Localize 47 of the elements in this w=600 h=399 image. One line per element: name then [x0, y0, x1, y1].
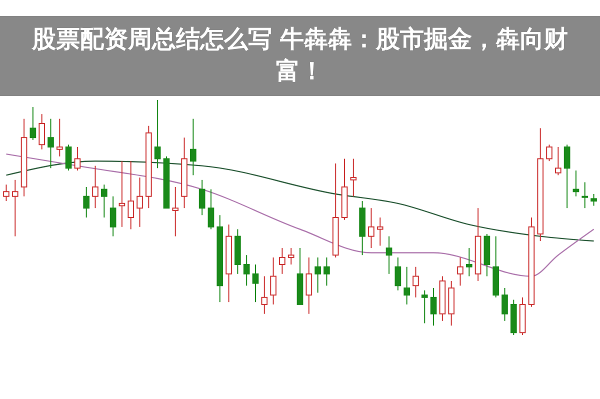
candlestick: [582, 182, 588, 209]
candlestick: [30, 106, 36, 140]
candlestick: [110, 196, 116, 237]
candlestick: [100, 184, 108, 218]
candlestick: [394, 256, 402, 291]
candlestick: [261, 276, 268, 314]
candlestick: [172, 186, 179, 237]
candlestick: [48, 118, 54, 169]
candlestick: [74, 146, 81, 171]
candlestick: [3, 184, 10, 202]
candlestick: [564, 144, 570, 209]
candlestick: [243, 254, 250, 286]
candlestick: [38, 114, 46, 150]
candlestick: [421, 290, 428, 324]
candlestick: [128, 160, 134, 230]
candlestick: [12, 179, 18, 237]
candlestick: [190, 118, 196, 176]
candlestick: [118, 160, 126, 228]
candlestick: [376, 217, 384, 246]
candlestick: [502, 288, 508, 322]
candlestick: [590, 194, 597, 206]
candlestick: [198, 179, 206, 216]
candlestick: [314, 256, 321, 294]
text: 股票配资周总结怎么写 牛犇犇：股市掘金，犇向财富！: [30, 25, 568, 85]
candlestick: [350, 158, 357, 197]
candlestick: [252, 264, 259, 303]
candlestick: [368, 208, 374, 249]
candlestick: [136, 177, 143, 228]
candlestick: [154, 100, 161, 169]
candlestick: [288, 248, 294, 265]
candlestick: [270, 256, 276, 305]
candlestick: [554, 146, 562, 176]
candlestick: [306, 256, 312, 314]
candlestick: [208, 188, 214, 230]
candlestick: [324, 256, 330, 286]
candlestick: [92, 165, 98, 209]
candlestick: [430, 288, 437, 326]
candlestick: [404, 266, 410, 305]
candlestick: [466, 248, 472, 277]
candlestick: [412, 266, 419, 298]
candlestick: [546, 144, 552, 162]
candlestick: [386, 236, 392, 274]
candlestick: [457, 256, 464, 286]
candlestick: [65, 144, 72, 171]
candlestick: [56, 118, 63, 157]
candlestick: [279, 248, 286, 274]
candlestick: [83, 186, 90, 218]
